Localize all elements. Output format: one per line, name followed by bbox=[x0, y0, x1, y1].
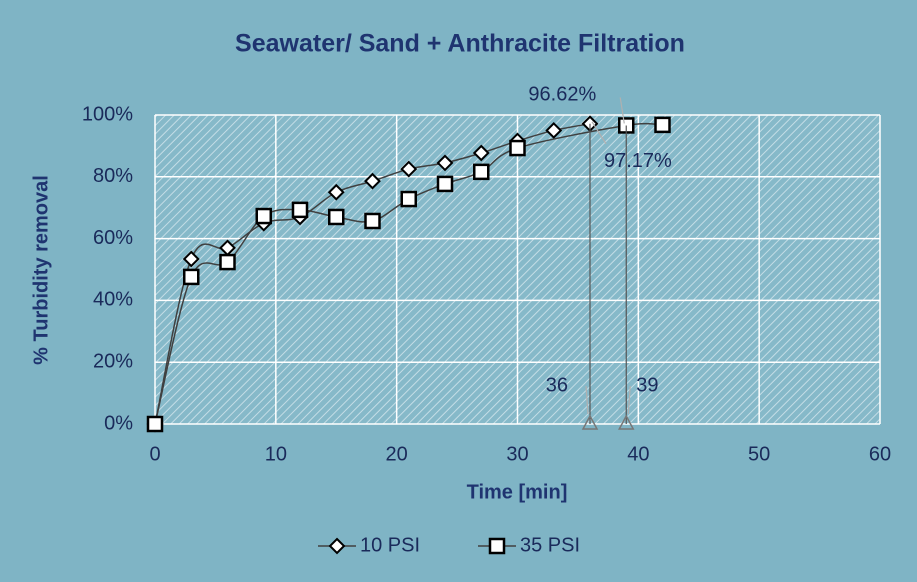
annotation: 39 bbox=[636, 374, 658, 396]
leader-line bbox=[627, 385, 631, 415]
marker bbox=[146, 415, 164, 433]
x-axis-label: Time [min] bbox=[467, 481, 568, 503]
marker bbox=[183, 268, 200, 286]
leader-line bbox=[591, 121, 607, 145]
marker bbox=[364, 172, 381, 190]
marker bbox=[291, 201, 309, 219]
marker bbox=[473, 163, 490, 181]
marker bbox=[436, 154, 454, 172]
y-axis-label: % Turbidity removal bbox=[30, 175, 52, 365]
marker bbox=[488, 537, 506, 555]
y-tick-label: 40% bbox=[93, 289, 133, 311]
x-tick-label: 40 bbox=[627, 443, 649, 465]
annotation: 97.17% bbox=[604, 150, 672, 172]
marker bbox=[328, 208, 345, 226]
y-tick-label: 80% bbox=[93, 165, 133, 187]
legend-label: 35 PSI bbox=[520, 534, 580, 556]
marker bbox=[436, 175, 454, 193]
marker bbox=[255, 207, 272, 225]
legend-label: 10 PSI bbox=[360, 534, 420, 556]
marker bbox=[509, 139, 526, 157]
marker bbox=[328, 537, 346, 555]
y-tick-label: 20% bbox=[93, 350, 133, 372]
y-tick-label: 60% bbox=[93, 227, 133, 249]
y-tick-label: 0% bbox=[104, 412, 133, 434]
marker bbox=[654, 116, 671, 134]
drop-marker bbox=[581, 414, 599, 430]
leader-line bbox=[619, 97, 625, 124]
marker bbox=[182, 250, 200, 268]
x-tick-label: 30 bbox=[506, 443, 528, 465]
chart-title: Seawater/ Sand + Anthracite Filtration bbox=[235, 30, 685, 58]
annotation: 96.62% bbox=[528, 84, 596, 106]
marker bbox=[364, 212, 381, 230]
marker bbox=[472, 144, 490, 162]
marker bbox=[545, 122, 563, 139]
marker bbox=[219, 253, 236, 271]
annotation: 36 bbox=[546, 374, 568, 396]
leader-line bbox=[585, 385, 589, 415]
marker bbox=[400, 160, 418, 178]
x-tick-label: 20 bbox=[386, 443, 408, 465]
marker bbox=[327, 183, 345, 201]
x-tick-label: 50 bbox=[748, 443, 770, 465]
marker bbox=[400, 190, 417, 208]
drop-marker bbox=[617, 414, 635, 430]
x-tick-label: 0 bbox=[149, 443, 160, 465]
x-tick-label: 10 bbox=[265, 443, 287, 465]
x-tick-label: 60 bbox=[869, 443, 891, 465]
y-tick-label: 100% bbox=[82, 103, 133, 125]
